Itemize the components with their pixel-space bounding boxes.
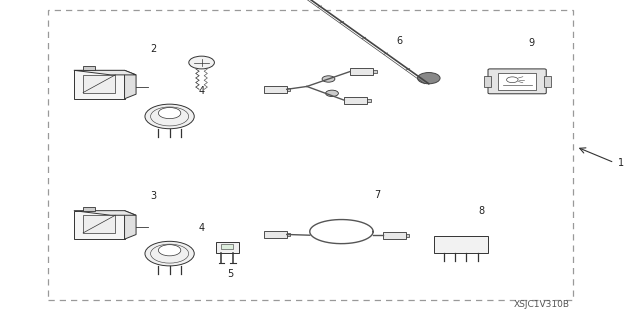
- Polygon shape: [125, 211, 136, 239]
- Text: 8: 8: [479, 205, 485, 216]
- Polygon shape: [83, 75, 115, 93]
- Polygon shape: [83, 66, 95, 70]
- Polygon shape: [74, 70, 136, 75]
- Polygon shape: [264, 86, 287, 93]
- Text: 4: 4: [198, 223, 205, 233]
- Circle shape: [159, 245, 181, 256]
- FancyBboxPatch shape: [488, 69, 547, 94]
- Circle shape: [322, 76, 335, 82]
- Polygon shape: [287, 233, 290, 236]
- Polygon shape: [350, 68, 373, 75]
- Text: 6: 6: [397, 36, 403, 47]
- Polygon shape: [344, 97, 367, 104]
- Circle shape: [417, 72, 440, 84]
- Circle shape: [189, 56, 214, 69]
- Polygon shape: [216, 242, 239, 253]
- Text: XSJC1V310B: XSJC1V310B: [514, 300, 570, 309]
- Circle shape: [326, 90, 339, 97]
- Text: 3: 3: [150, 191, 157, 201]
- FancyBboxPatch shape: [498, 73, 536, 90]
- Polygon shape: [83, 206, 95, 211]
- Circle shape: [145, 104, 195, 129]
- Polygon shape: [74, 70, 125, 99]
- Polygon shape: [74, 211, 136, 215]
- Polygon shape: [264, 231, 287, 238]
- FancyBboxPatch shape: [484, 76, 491, 87]
- Text: 5: 5: [227, 269, 234, 279]
- Polygon shape: [373, 70, 376, 73]
- Text: 4: 4: [198, 86, 205, 96]
- Text: 9: 9: [528, 38, 534, 48]
- Polygon shape: [74, 211, 125, 239]
- Circle shape: [159, 108, 181, 119]
- Polygon shape: [367, 99, 371, 102]
- Polygon shape: [221, 244, 233, 249]
- Text: 7: 7: [374, 189, 381, 200]
- FancyBboxPatch shape: [544, 76, 550, 87]
- Polygon shape: [287, 88, 290, 91]
- Text: 1: 1: [618, 158, 624, 168]
- FancyBboxPatch shape: [434, 235, 488, 253]
- Polygon shape: [125, 70, 136, 99]
- Polygon shape: [83, 215, 115, 233]
- Polygon shape: [406, 234, 409, 237]
- Text: 2: 2: [150, 44, 157, 55]
- Circle shape: [145, 241, 195, 266]
- Polygon shape: [383, 232, 406, 239]
